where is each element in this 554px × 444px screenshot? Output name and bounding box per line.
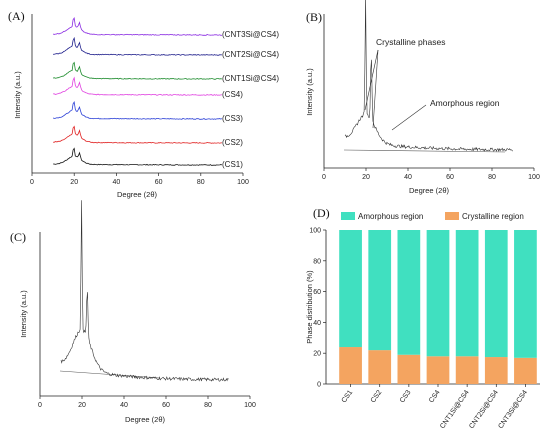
panel-b-letter: (B) [306, 10, 322, 24]
panel-b-xtick-label: 0 [322, 174, 326, 181]
xrd-series-line [53, 36, 222, 56]
panel-a: (A) 0 20 40 60 80 100 (CS1) (CS2) (CS3) (CS4) (CN… [8, 9, 279, 199]
bar-crystalline [397, 354, 421, 384]
panel-c-xtick-label: 0 [38, 402, 42, 409]
panel-b-crystalline-pointers [364, 49, 379, 129]
panel-d-ytick-label: 80 [313, 258, 321, 265]
bar-amorphous [339, 230, 362, 348]
panel-a-xtick-label: 20 [70, 179, 78, 186]
panel-a-xtick-label: 0 [30, 179, 34, 186]
panel-d-xtick-label: CNT1Si@CS4 [439, 389, 471, 430]
panel-a-xtick-label: 100 [237, 179, 249, 186]
panel-b-baseline [343, 149, 506, 153]
panel-b-annotation-crystalline: Crystalline phases [376, 37, 445, 47]
panel-d-xtick-label: CS4 [428, 389, 442, 404]
xrd-series-label: (CS1) [222, 160, 243, 169]
panel-b-xtick-label: 80 [488, 174, 496, 181]
legend-label-crystalline: Crystalline region [462, 212, 524, 221]
xrd-series-line [52, 17, 222, 36]
xrd-series-line [53, 125, 222, 144]
xrd-series-label: (CNT3Si@CS4) [222, 30, 279, 39]
bar-amorphous [514, 230, 537, 358]
legend-swatch-amorphous [341, 212, 355, 220]
bar-crystalline [455, 356, 479, 384]
panel-d-bars [339, 230, 537, 384]
panel-d-ytick-label: 100 [309, 228, 321, 235]
xrd-series-label: (CS4) [222, 90, 243, 99]
panel-c-xticks: 0 20 40 60 80 100 [38, 396, 256, 409]
panel-d: (D) Amorphous region Crystalline region … [305, 206, 540, 430]
xrd-series-label: (CS3) [222, 114, 243, 123]
legend-swatch-crystalline [445, 212, 459, 220]
panel-a-xticks: 0 20 40 60 80 100 [30, 173, 249, 186]
panel-b-xtick-label: 60 [446, 174, 454, 181]
panel-c-baseline [59, 370, 161, 379]
bar-crystalline [484, 357, 508, 384]
panel-a-ylabel: Intensity (a.u.) [13, 71, 22, 119]
panel-d-ytick-label: 20 [313, 351, 321, 358]
panel-d-xtick-label: CS3 [399, 389, 413, 404]
panel-b-annotation-amorphous: Amorphous region [430, 98, 500, 108]
panel-b-amorphous-pointer [391, 104, 427, 131]
panel-c-letter: (C) [10, 230, 26, 244]
panel-d-xtick-label: CNT3Si@CS4 [497, 389, 529, 430]
legend-label-amorphous: Amorphous region [358, 212, 423, 221]
panel-c-xtick-label: 60 [162, 402, 170, 409]
panel-d-ytick-label: 0 [317, 382, 321, 389]
panel-d-ylabel: Phase distribution (%) [305, 270, 314, 344]
panel-d-xtick-label: CS2 [370, 389, 384, 404]
panel-d-xtick-label: CNT2Si@CS4 [468, 389, 500, 430]
panel-c-xtick-label: 100 [244, 402, 256, 409]
panel-d-ytick-label: 40 [313, 320, 321, 327]
panel-d-legend: Amorphous region Crystalline region [341, 212, 524, 221]
panel-d-yticks: 0 20 40 60 80 100 [309, 228, 326, 389]
panel-a-axes [31, 14, 243, 174]
xrd-series-label: (CNT2Si@CS4) [222, 50, 279, 59]
panel-a-series: (CS1) (CS2) (CS3) (CS4) (CNT1Si@CS4) (CNT2Si@… [52, 17, 279, 169]
panel-d-xtick-label: CS1 [341, 389, 355, 404]
bar-crystalline [426, 356, 450, 384]
panel-d-letter: (D) [313, 206, 330, 220]
panel-c-xtick-label: 80 [204, 402, 212, 409]
panel-c-xtick-label: 40 [120, 402, 128, 409]
panel-b-ylabel: Intensity (a.u.) [305, 68, 314, 116]
panel-a-xtick-label: 80 [197, 179, 205, 186]
bar-crystalline [339, 347, 362, 384]
panel-a-xtick-label: 60 [155, 179, 163, 186]
bar-crystalline [368, 350, 392, 384]
bar-crystalline [514, 357, 537, 384]
panel-b-xlabel: Degree (2θ) [409, 186, 450, 195]
bar-amorphous [426, 230, 450, 357]
bar-amorphous [368, 230, 392, 351]
bar-amorphous [484, 230, 508, 358]
bar-amorphous [397, 230, 421, 355]
panel-b-pattern [344, 0, 513, 153]
xrd-series-label: (CS2) [222, 138, 243, 147]
panel-c-pattern [60, 200, 229, 382]
panel-a-xtick-label: 40 [113, 179, 121, 186]
panel-b: (B) 0 20 40 60 80 100 Crystalline phases Amor… [305, 0, 540, 195]
panel-a-xlabel: Degree (2θ) [117, 190, 158, 199]
xrd-series-line [52, 61, 223, 80]
xrd-series-label: (CNT1Si@CS4) [222, 74, 279, 83]
xrd-series-line [53, 147, 223, 166]
panel-b-axes [323, 14, 534, 169]
xrd-series-line [52, 100, 223, 120]
panel-d-ytick-label: 60 [313, 289, 321, 296]
panel-a-letter: (A) [8, 9, 25, 23]
panel-b-xtick-label: 40 [404, 174, 412, 181]
xrd-series-line [53, 76, 222, 96]
panel-b-xtick-label: 100 [528, 174, 540, 181]
panel-d-xticks: CS1 CS2 CS3 CS4CNT1Si@CS4CNT2Si@CS4CNT3Si@C… [341, 384, 529, 430]
panel-b-xtick-label: 20 [362, 174, 370, 181]
bar-amorphous [455, 230, 479, 357]
panel-b-xticks: 0 20 40 60 80 100 [322, 168, 540, 181]
panel-c-axes [39, 232, 250, 397]
panel-c-xtick-label: 20 [78, 402, 86, 409]
panel-c-ylabel: Intensity (a.u.) [19, 290, 28, 338]
panel-c-xlabel: Degree (2θ) [125, 415, 166, 424]
panel-c: (C) 0 20 40 60 80 100 Degree (2θ) Intensity (… [10, 200, 256, 424]
